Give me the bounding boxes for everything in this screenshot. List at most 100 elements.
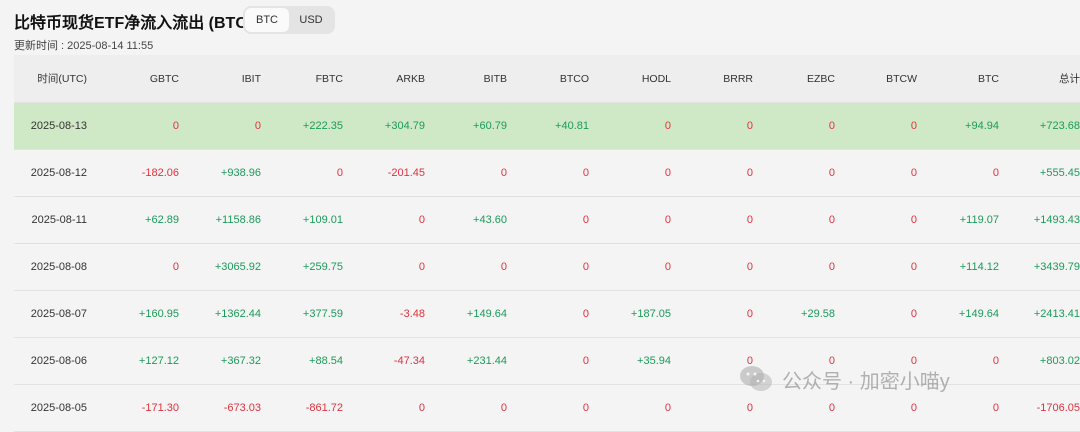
flow-cell: +1362.44 bbox=[214, 308, 261, 320]
column-header: GBTC bbox=[149, 72, 179, 85]
flow-cell: 0 bbox=[664, 120, 671, 132]
date-cell: 2025-08-06 bbox=[30, 355, 87, 367]
flow-cell: 0 bbox=[910, 214, 917, 226]
flow-cell: +555.45 bbox=[1039, 167, 1080, 179]
watermark: 公众号 · 加密小喵y bbox=[738, 364, 950, 394]
flow-cell: +127.12 bbox=[138, 355, 179, 367]
flow-cell: 0 bbox=[418, 214, 425, 226]
flow-cell: 0 bbox=[910, 308, 917, 320]
column-header: 时间(UTC) bbox=[37, 73, 87, 85]
flow-cell: +160.95 bbox=[138, 308, 179, 320]
table-row: 2025-08-12 -182.06 +938.96 0 -201.45 0 0 0 0 0 0 0 +… bbox=[14, 150, 1080, 197]
flow-cell: 0 bbox=[828, 214, 835, 226]
flow-cell: 0 bbox=[746, 402, 753, 414]
flow-cell: 0 bbox=[664, 214, 671, 226]
column-header: IBIT bbox=[241, 72, 261, 85]
flow-cell: +367.32 bbox=[220, 355, 261, 367]
flow-cell: -201.45 bbox=[387, 167, 425, 179]
flow-cell: +109.01 bbox=[302, 214, 343, 226]
flow-cell: +803.02 bbox=[1039, 355, 1080, 367]
wechat-icon bbox=[740, 366, 772, 391]
flow-cell: +60.79 bbox=[473, 120, 507, 132]
table-row: 2025-08-08 0 +3065.92 +259.75 0 0 0 0 0 0 0 +114.12… bbox=[14, 244, 1080, 291]
flow-cell: 0 bbox=[500, 402, 507, 414]
flow-cell: 0 bbox=[828, 355, 835, 367]
flow-cell: +938.96 bbox=[220, 167, 261, 179]
flow-cell: 0 bbox=[910, 120, 917, 132]
flow-cell: 0 bbox=[910, 355, 917, 367]
flow-cell: +43.60 bbox=[473, 214, 507, 226]
flow-cell: -673.03 bbox=[223, 402, 261, 414]
flow-cell: 0 bbox=[500, 167, 507, 179]
date-cell: 2025-08-12 bbox=[30, 167, 87, 179]
flow-cell: +222.35 bbox=[302, 120, 343, 132]
flow-cell: +231.44 bbox=[466, 355, 507, 367]
flow-cell: 0 bbox=[172, 120, 179, 132]
flow-cell: 0 bbox=[910, 261, 917, 273]
unit-btn-btc[interactable]: BTC bbox=[245, 8, 289, 32]
flow-cell: +1493.43 bbox=[1033, 214, 1080, 226]
flow-cell: 0 bbox=[172, 261, 179, 273]
flow-cell: 0 bbox=[582, 402, 589, 414]
flow-cell: 0 bbox=[992, 355, 999, 367]
flow-cell: 0 bbox=[664, 402, 671, 414]
flow-cell: 0 bbox=[746, 120, 753, 132]
date-cell: 2025-08-08 bbox=[30, 261, 87, 273]
date-cell: 2025-08-05 bbox=[30, 402, 87, 414]
flow-cell: 0 bbox=[418, 261, 425, 273]
flow-cell: 0 bbox=[992, 167, 999, 179]
flow-cell: 0 bbox=[746, 355, 753, 367]
table-row: 2025-08-06 +127.12 +367.32 +88.54 -47.34 +231… bbox=[14, 338, 1080, 385]
flow-cell: +88.54 bbox=[309, 355, 343, 367]
flow-cell: 0 bbox=[582, 261, 589, 273]
flow-cell: +3439.79 bbox=[1033, 261, 1080, 273]
column-header: BTC bbox=[978, 72, 999, 85]
flow-cell: 0 bbox=[746, 308, 753, 320]
column-header: EZBC bbox=[806, 72, 835, 85]
flow-cell: 0 bbox=[828, 120, 835, 132]
flow-cell: 0 bbox=[910, 167, 917, 179]
flow-cell: +1158.86 bbox=[215, 214, 261, 226]
column-header: BTCW bbox=[886, 72, 917, 85]
flow-cell: 0 bbox=[336, 167, 343, 179]
column-header: BRRR bbox=[723, 72, 753, 85]
flow-cell: 0 bbox=[254, 120, 261, 132]
column-header: BTCO bbox=[559, 72, 589, 85]
column-header: FBTC bbox=[315, 72, 343, 85]
flow-cell: 0 bbox=[992, 402, 999, 414]
flow-cell: -861.72 bbox=[305, 402, 343, 414]
flow-cell: -1706.05 bbox=[1036, 402, 1080, 414]
table-row: 2025-08-11 +62.89 +1158.86 +109.01 0 +43.60 0 0… bbox=[14, 197, 1080, 244]
flow-cell: 0 bbox=[828, 261, 835, 273]
flow-cell: +119.07 bbox=[959, 214, 999, 226]
flow-cell: +94.94 bbox=[965, 120, 999, 132]
column-header: ARKB bbox=[396, 72, 425, 85]
flow-cell: +114.12 bbox=[959, 261, 999, 273]
flow-cell: 0 bbox=[418, 402, 425, 414]
flow-cell: -182.06 bbox=[141, 167, 179, 179]
flow-cell: -171.30 bbox=[141, 402, 179, 414]
flow-cell: 0 bbox=[664, 261, 671, 273]
flow-cell: 0 bbox=[746, 214, 753, 226]
flow-cell: -47.34 bbox=[393, 355, 425, 367]
column-header: BITB bbox=[483, 72, 507, 85]
flow-cell: +187.05 bbox=[630, 308, 671, 320]
flow-cell: 0 bbox=[664, 167, 671, 179]
flow-cell: +259.75 bbox=[302, 261, 343, 273]
etf-flow-table: 时间(UTC) GBTC IBIT FBTC ARKB BITB BTCO HO… bbox=[14, 55, 1080, 432]
table-body: 2025-08-13 0 0 +222.35 +304.79 +60.79 +40.81 0 0… bbox=[14, 103, 1080, 432]
flow-cell: +2413.41 bbox=[1033, 308, 1080, 320]
unit-btn-usd[interactable]: USD bbox=[299, 14, 323, 26]
flow-cell: 0 bbox=[582, 355, 589, 367]
table-row: 2025-08-07 +160.95 +1362.44 +377.59 -3.48 +14… bbox=[14, 291, 1080, 338]
flow-cell: +149.64 bbox=[466, 308, 507, 320]
page-header: 比特币现货ETF净流入流出 (BTC) BTC USD 更新时间 : 2025-… bbox=[14, 6, 1074, 54]
unit-toggle: BTC USD bbox=[243, 6, 335, 34]
watermark-text: 公众号 · 加密小喵y bbox=[782, 370, 950, 393]
flow-cell: +723.68 bbox=[1039, 120, 1080, 132]
flow-cell: +40.81 bbox=[555, 120, 589, 132]
flow-cell: +62.89 bbox=[145, 214, 179, 226]
table-header-row: 时间(UTC) GBTC IBIT FBTC ARKB BITB BTCO HO… bbox=[14, 55, 1080, 103]
flow-cell: +35.94 bbox=[637, 355, 671, 367]
flow-cell: 0 bbox=[746, 167, 753, 179]
